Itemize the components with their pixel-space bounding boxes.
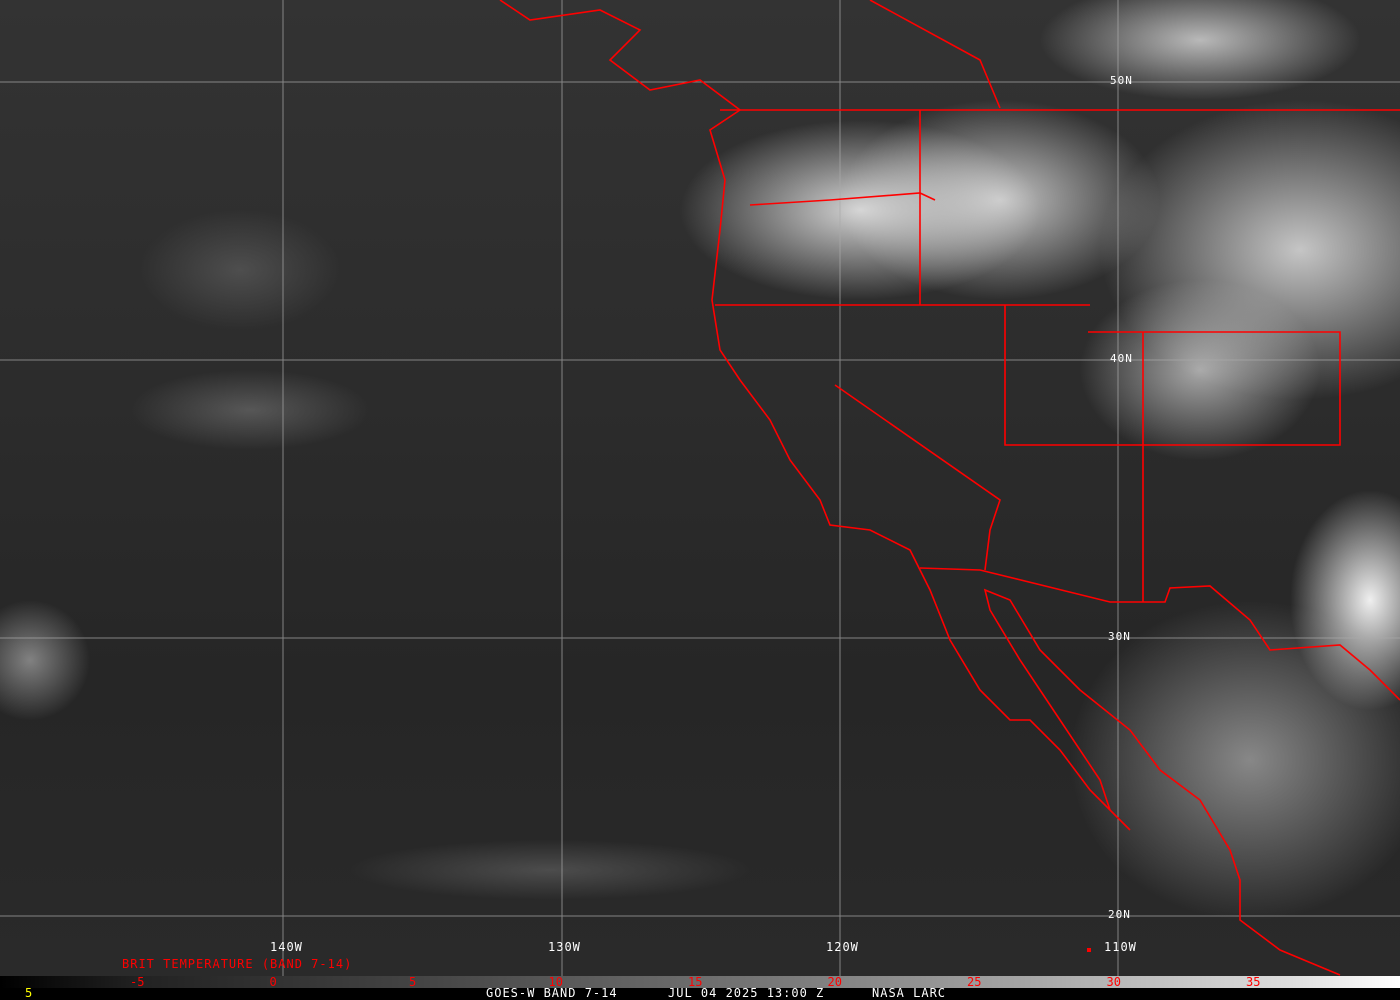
lat-label-30n: 30N [1108,630,1131,643]
color-bar-tick: 25 [967,975,982,989]
map-overlay [0,0,1400,976]
border-us-mexico [919,567,1400,701]
color-bar-tick: 5 [409,975,417,989]
canada-border [869,0,1001,109]
satellite-label: GOES-W BAND 7-14 [486,986,618,1000]
lon-label-120w: 120W [826,940,859,954]
lon-label-110w: 110W [1104,940,1137,954]
source-label: NASA LARC [872,986,947,1000]
lat-label-50n: 50N [1110,74,1133,87]
color-bar-tick: 20 [827,975,842,989]
satellite-image [0,0,1400,976]
color-bar [0,976,1400,988]
state-nv-ut [1004,305,1341,446]
corner-value: 5 [25,986,34,1000]
datetime-label: JUL 04 2025 13:00 Z [668,986,825,1000]
footer-bar [0,988,1400,1000]
graticule [0,0,1400,976]
coastline [499,0,1341,976]
state-wa-or [749,192,936,206]
color-bar-tick: -5 [130,975,145,989]
lat-label-40n: 40N [1110,352,1133,365]
color-bar-tick: 10 [548,975,563,989]
color-bar-tick: 0 [269,975,277,989]
color-bar-tick: 30 [1106,975,1121,989]
marker [1087,948,1091,952]
lon-label-140w: 140W [270,940,303,954]
legend-title: BRIT TEMPERATURE (BAND 7-14) [122,957,353,971]
color-bar-tick: 35 [1246,975,1261,989]
state-ca-nv [834,384,1001,571]
lon-label-130w: 130W [548,940,581,954]
lat-label-20n: 20N [1108,908,1131,921]
color-bar-tick: 15 [688,975,703,989]
borders [499,0,1400,976]
